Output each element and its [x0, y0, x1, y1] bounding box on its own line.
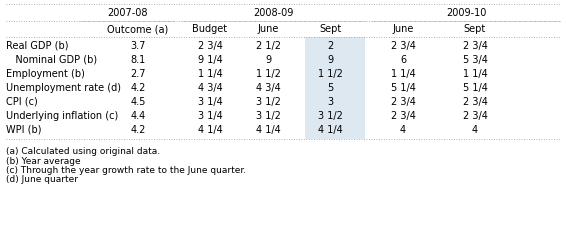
Text: Unemployment rate (d): Unemployment rate (d) [6, 83, 121, 93]
Text: 4 1/4: 4 1/4 [198, 125, 222, 135]
Text: June: June [258, 24, 278, 34]
Text: 4 3/4: 4 3/4 [198, 83, 222, 93]
Text: 1 1/2: 1 1/2 [318, 69, 342, 79]
Text: 1 1/4: 1 1/4 [198, 69, 222, 79]
Text: Real GDP (b): Real GDP (b) [6, 41, 68, 51]
Text: 4 3/4: 4 3/4 [256, 83, 280, 93]
Text: 2 3/4: 2 3/4 [391, 111, 415, 121]
Text: Sept: Sept [319, 24, 341, 34]
Text: 4.5: 4.5 [130, 97, 145, 107]
Text: 3 1/2: 3 1/2 [256, 111, 280, 121]
Text: CPI (c): CPI (c) [6, 97, 38, 107]
Text: 2008-09: 2008-09 [254, 8, 294, 18]
Text: 3: 3 [327, 97, 333, 107]
Text: 3 1/2: 3 1/2 [318, 111, 342, 121]
Text: 3 1/4: 3 1/4 [198, 97, 222, 107]
Text: (d) June quarter: (d) June quarter [6, 175, 78, 184]
Bar [305, 37, 365, 139]
Text: Budget: Budget [192, 24, 228, 34]
Text: (c) Through the year growth rate to the June quarter.: (c) Through the year growth rate to the … [6, 166, 246, 175]
Text: Outcome (a): Outcome (a) [108, 24, 169, 34]
Text: 5 1/4: 5 1/4 [391, 83, 415, 93]
Text: 1 1/2: 1 1/2 [256, 69, 280, 79]
Text: Underlying inflation (c): Underlying inflation (c) [6, 111, 118, 121]
Text: 2 3/4: 2 3/4 [462, 111, 487, 121]
Text: Sept: Sept [464, 24, 486, 34]
Text: 4 1/4: 4 1/4 [256, 125, 280, 135]
Text: 4.2: 4.2 [130, 83, 145, 93]
Text: 9: 9 [327, 55, 333, 65]
Text: 3.7: 3.7 [130, 41, 145, 51]
Text: 4.2: 4.2 [130, 125, 145, 135]
Text: (a) Calculated using original data.: (a) Calculated using original data. [6, 147, 160, 156]
Text: 4: 4 [472, 125, 478, 135]
Text: 9: 9 [265, 55, 271, 65]
Text: 2: 2 [327, 41, 333, 51]
Text: 2 3/4: 2 3/4 [391, 41, 415, 51]
Text: 8.1: 8.1 [130, 55, 145, 65]
Text: 5 3/4: 5 3/4 [462, 55, 487, 65]
Text: 4.4: 4.4 [130, 111, 145, 121]
Text: 9 1/4: 9 1/4 [198, 55, 222, 65]
Text: 2.7: 2.7 [130, 69, 146, 79]
Text: 2 3/4: 2 3/4 [391, 97, 415, 107]
Text: 1 1/4: 1 1/4 [391, 69, 415, 79]
Text: 5 1/4: 5 1/4 [462, 83, 487, 93]
Text: WPI (b): WPI (b) [6, 125, 41, 135]
Text: Employment (b): Employment (b) [6, 69, 85, 79]
Text: 3 1/2: 3 1/2 [256, 97, 280, 107]
Text: 2 3/4: 2 3/4 [462, 97, 487, 107]
Text: 3 1/4: 3 1/4 [198, 111, 222, 121]
Text: 4 1/4: 4 1/4 [318, 125, 342, 135]
Text: 4: 4 [400, 125, 406, 135]
Text: 2 3/4: 2 3/4 [462, 41, 487, 51]
Text: 5: 5 [327, 83, 333, 93]
Text: 2007-08: 2007-08 [107, 8, 148, 18]
Text: 2009-10: 2009-10 [446, 8, 486, 18]
Text: 2 3/4: 2 3/4 [198, 41, 222, 51]
Text: June: June [392, 24, 414, 34]
Text: 6: 6 [400, 55, 406, 65]
Text: Nominal GDP (b): Nominal GDP (b) [6, 55, 97, 65]
Text: (b) Year average: (b) Year average [6, 157, 80, 166]
Text: 2 1/2: 2 1/2 [255, 41, 281, 51]
Text: 1 1/4: 1 1/4 [462, 69, 487, 79]
